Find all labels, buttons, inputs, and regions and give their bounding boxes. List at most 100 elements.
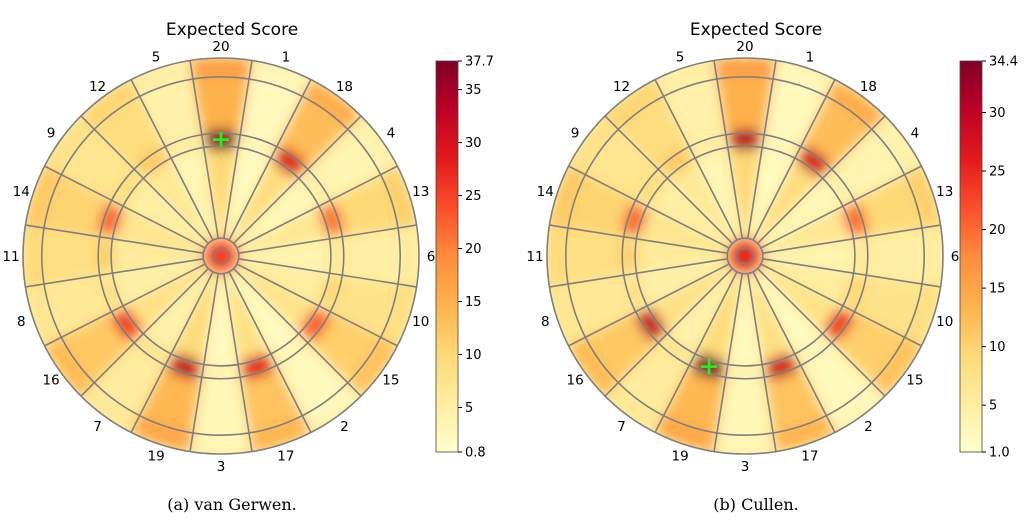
double-4 [871,115,922,175]
segment-wire [549,224,728,255]
panel-cullen: Expected Score 20 1 18 4 13 6 10 15 2 17 3 19 7 16 8 11… [526,20,1018,514]
treble-13 [840,202,870,236]
double-13 [904,166,941,228]
double-2 [826,382,886,433]
segment-label-17: 17 [801,449,818,465]
segment-wire [713,60,744,239]
double-4 [347,115,398,175]
segment-inner-18 [229,158,299,244]
segment-wire [760,165,922,249]
segment-inner-19 [171,271,219,365]
double-2 [302,382,362,433]
treble-12 [658,145,694,179]
colorbar-tick-label: 20 [989,223,1006,238]
colorbar-tick-label: 5 [465,401,473,416]
segment-inner-6 [762,238,855,274]
segment-label-20: 20 [212,39,229,55]
segment-label-15: 15 [906,372,923,388]
segment-wire [752,271,836,433]
segment-inner-12 [667,158,737,244]
segment-label-12: 12 [613,79,630,95]
colorbar-min-label: 0.8 [465,446,486,461]
segment-wire [233,268,362,397]
segment-label-3: 3 [741,459,750,475]
segment-wire [80,115,209,244]
segment-inner-13 [236,206,330,254]
colorbar-tick-label: 20 [465,242,482,257]
segment-inner-10 [236,258,330,306]
segment-wire [654,79,738,241]
segment-label-11: 11 [526,249,543,265]
treble-17 [765,351,799,381]
double-7 [80,382,140,433]
segment-wire [238,224,417,255]
treble-15 [822,307,856,343]
treble-4 [822,169,856,205]
segment-label-5: 5 [676,49,685,65]
double-12 [604,79,664,130]
segment-label-10: 10 [936,314,953,330]
segment-inner-16 [647,264,733,334]
segment-wire [228,271,312,433]
treble-10 [840,276,870,310]
segment-inner-12 [143,158,213,244]
double-13 [380,166,417,228]
treble-16 [634,307,668,343]
double-9 [44,115,95,175]
segment-wire [654,271,738,433]
double-18 [302,79,362,130]
colorbar-min-label: 1.0 [989,446,1010,461]
double-10 [904,284,941,346]
segment-label-8: 8 [541,314,550,330]
segment-wire [568,263,730,347]
segment-wire [189,273,220,452]
segment-inner-18 [753,158,823,244]
treble-1 [765,131,799,161]
chart-title: Expected Score [166,20,298,40]
segment-label-18: 18 [860,79,877,95]
colorbar-tick-label: 25 [989,165,1006,180]
colorbar-tick-label: 10 [465,348,482,363]
treble-11 [94,240,116,272]
segment-wire [549,257,728,288]
treble-3 [729,361,761,383]
segment-inner-4 [233,178,319,248]
segment-label-3: 3 [217,459,226,475]
segment-wire [233,115,362,244]
treble-13 [316,202,346,236]
chart-title: Expected Score [690,20,822,40]
segment-inner-15 [233,264,319,334]
colorbar-tick-label: 5 [989,399,997,414]
colorbar-tick-label: 30 [465,136,482,151]
treble-6 [326,240,348,272]
double-16 [568,337,619,397]
segment-inner-20 [203,146,239,239]
ring-wire [22,57,420,455]
double-10 [380,284,417,346]
colorbar-max-label: 34.4 [989,55,1018,70]
double-5 [655,60,717,97]
dartboard-heatmap: 20 1 18 4 13 6 10 15 2 17 3 19 7 16 8 11 14 9 12 5 [526,39,959,475]
segment-inner-6 [238,238,331,274]
segment-inner-5 [171,147,219,241]
double-17 [249,415,311,452]
treble-12 [134,145,170,179]
segment-label-2: 2 [340,419,349,435]
segment-wire [25,257,204,288]
colorbar: 5 10 15 20 25 30 35 0.8 37.7 [435,55,494,461]
double-6 [397,225,419,287]
segment-wire [604,115,733,244]
segment-wire [228,79,312,241]
segment-wire [568,165,730,249]
segment-inner-7 [143,268,213,354]
segment-inner-4 [757,178,843,248]
colorbar-tick-label: 30 [989,106,1006,121]
treble-15 [298,307,332,343]
ring-wire [736,247,754,265]
segment-wire [762,224,941,255]
segment-inner-17 [747,271,795,365]
segment-label-4: 4 [387,126,396,142]
double-5 [131,60,193,97]
segment-inner-1 [223,147,271,241]
dartboard-heatmap: 20 1 18 4 13 6 10 15 2 17 3 19 7 16 8 11 14 9 12 5 [2,39,435,475]
